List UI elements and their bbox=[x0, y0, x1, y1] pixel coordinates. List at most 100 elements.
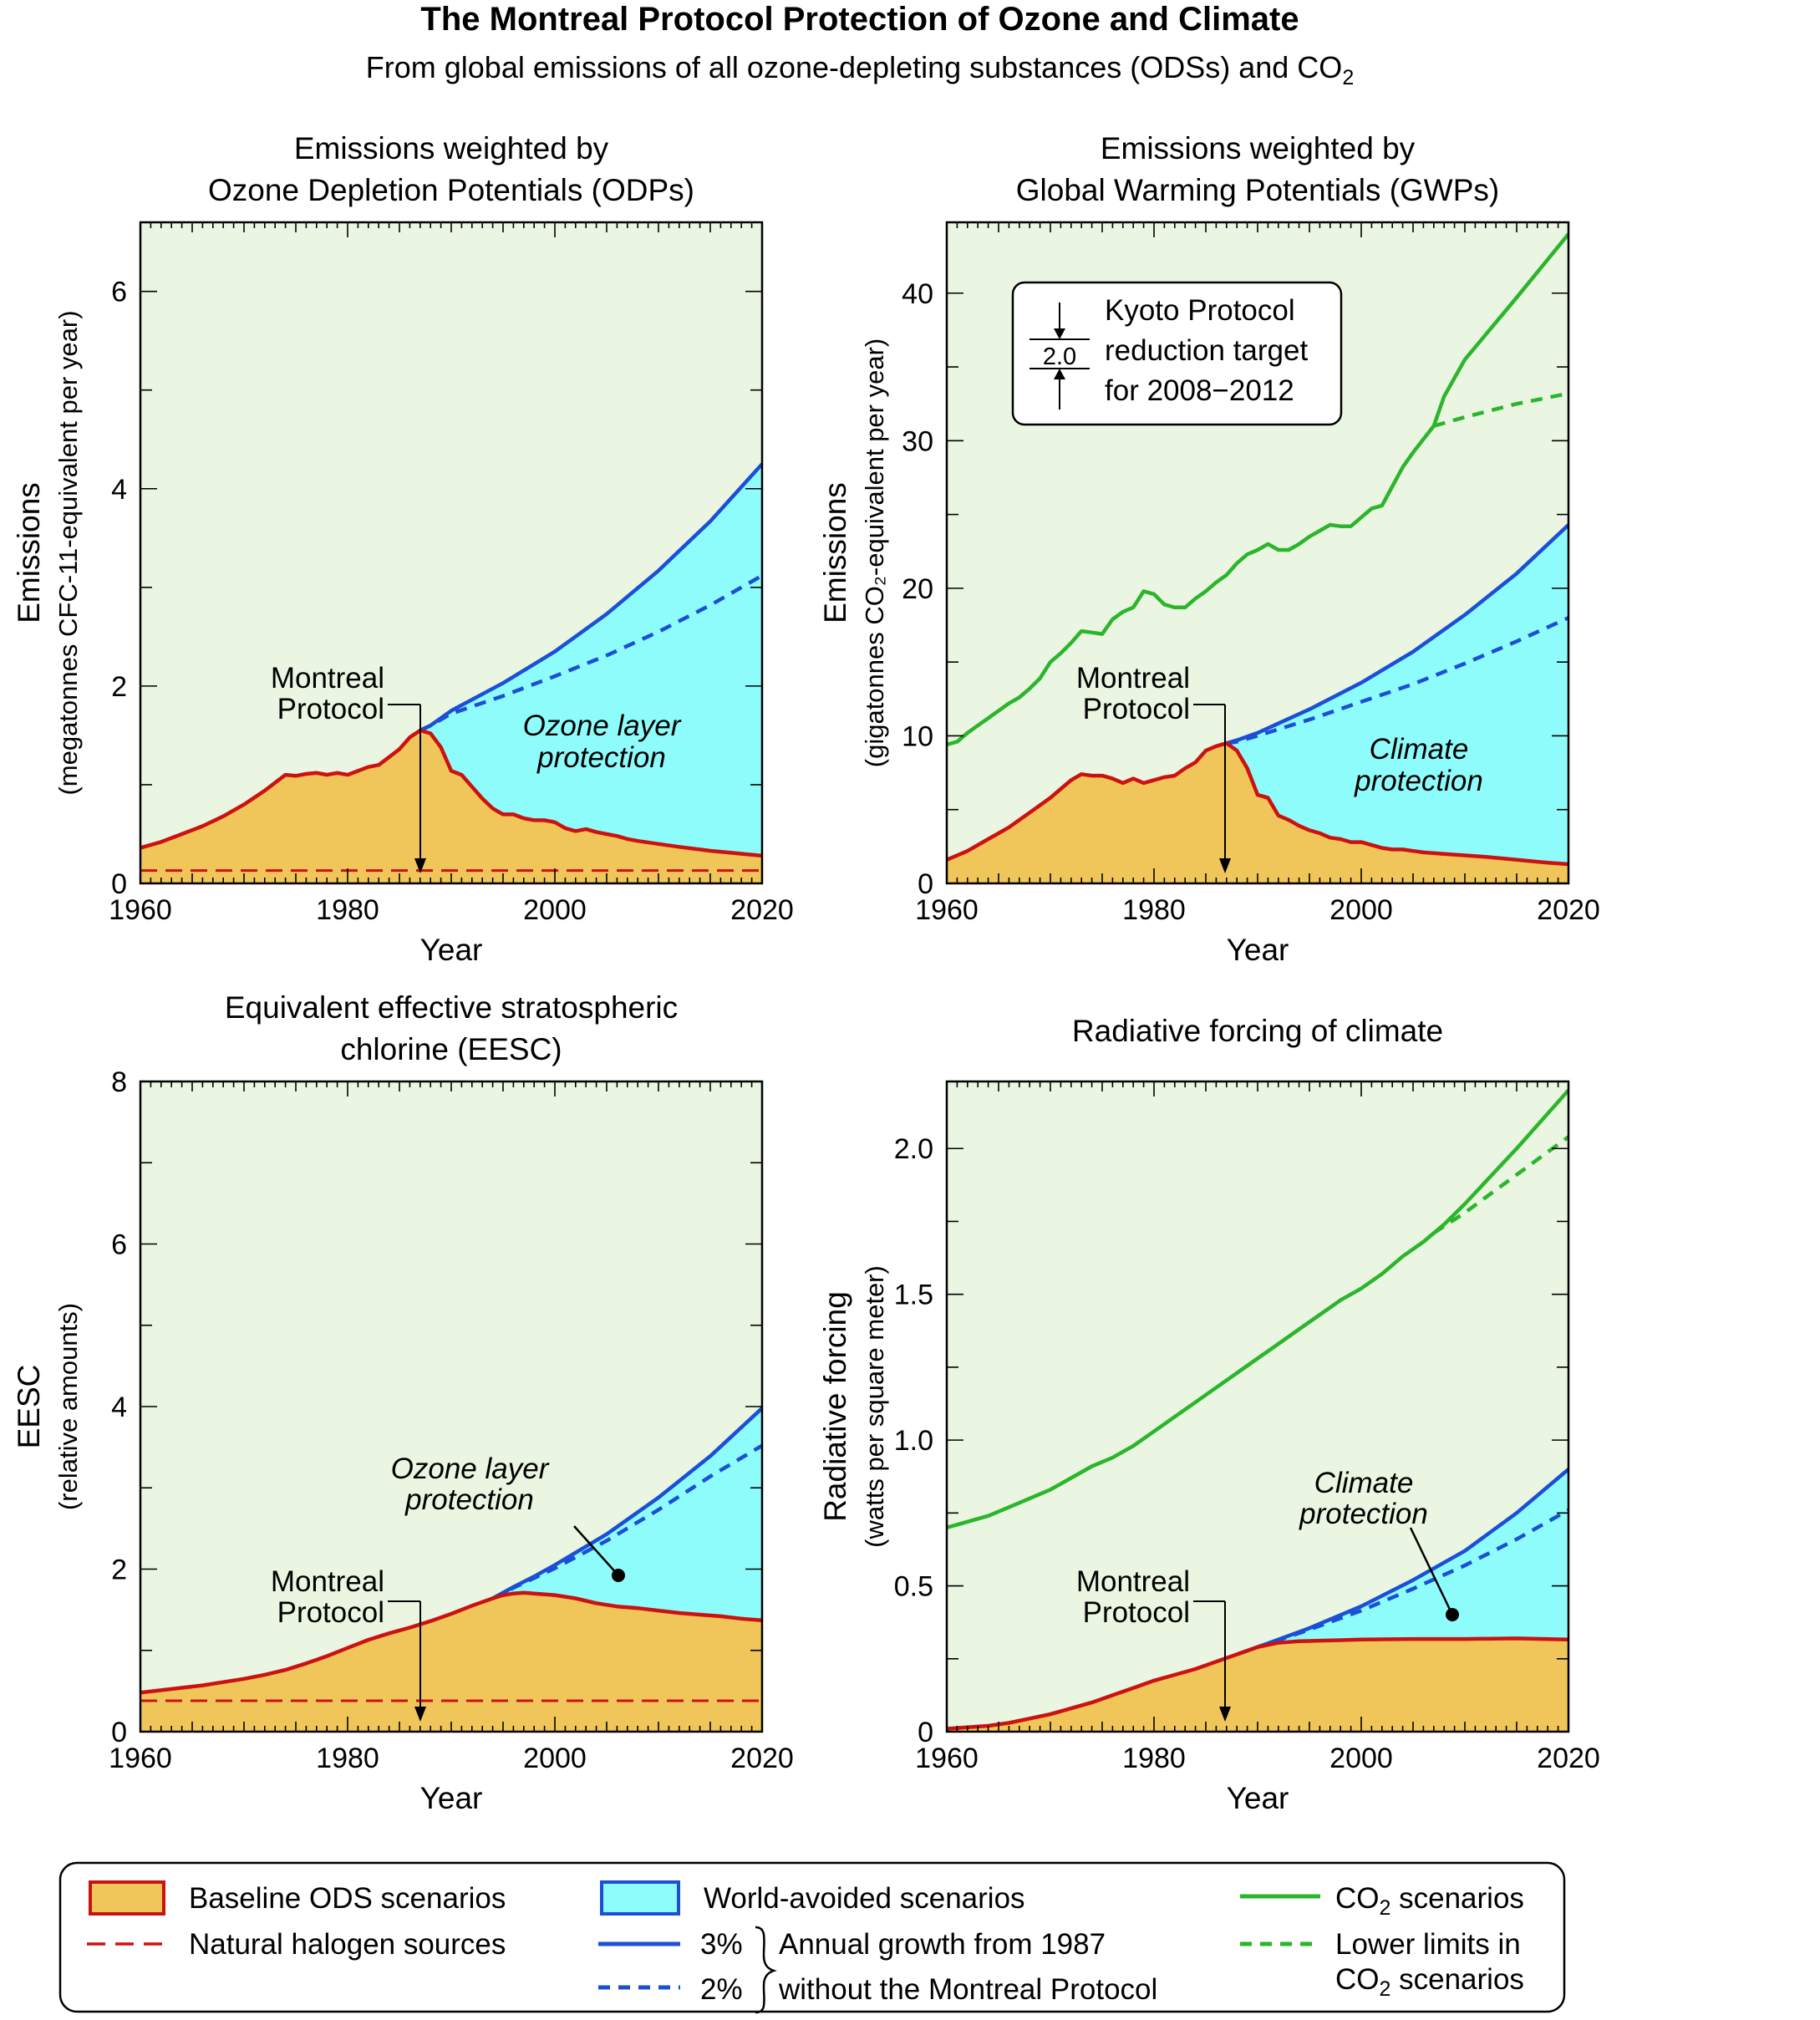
y-tick-label: 2 bbox=[111, 671, 127, 703]
figure-subtitle-main: From global emissions of all ozone-deple… bbox=[366, 50, 1343, 84]
panel-title-line: Radiative forcing of climate bbox=[1072, 1014, 1443, 1048]
plot-area bbox=[140, 1407, 762, 1732]
legend-co2-lower-rest: scenarios bbox=[1390, 1963, 1524, 1996]
y-tick-label: 0 bbox=[918, 1717, 933, 1748]
legend-co2-rest: scenarios bbox=[1390, 1882, 1524, 1915]
x-tick-label: 1960 bbox=[915, 894, 979, 926]
x-tick-label: 2020 bbox=[1537, 1743, 1600, 1774]
y-tick-label: 2.0 bbox=[894, 1133, 933, 1165]
plot-area bbox=[947, 232, 1568, 883]
kyoto-line-2: reduction target bbox=[1105, 334, 1308, 367]
legend-co2-lower-label-2: CO2 scenarios bbox=[1335, 1963, 1524, 2001]
y-tick-label: 1.5 bbox=[894, 1280, 933, 1311]
y-tick-label: 6 bbox=[111, 1229, 127, 1261]
legend-baseline-label: Baseline ODS scenarios bbox=[189, 1882, 506, 1915]
y-axis-label: Emissions bbox=[818, 482, 852, 623]
y-axis-sublabel: (relative amounts) bbox=[53, 1303, 83, 1510]
legend-frame bbox=[58, 1861, 1566, 2013]
legend-co2-lower-main: CO bbox=[1335, 1963, 1380, 1996]
figure-subtitle-sub: 2 bbox=[1342, 66, 1354, 89]
avoided-area bbox=[492, 1407, 762, 1621]
x-tick-label: 2020 bbox=[730, 1743, 794, 1774]
avoided-area bbox=[1226, 525, 1568, 864]
kyoto-value: 2.0 bbox=[1043, 343, 1076, 370]
montreal-arrowhead-icon bbox=[414, 858, 426, 873]
legend-natural-label: Natural halogen sources bbox=[189, 1928, 506, 1961]
y-tick-label: 1.0 bbox=[894, 1425, 933, 1457]
plot-area bbox=[947, 1089, 1568, 1732]
y-axis-label: Radiative forcing bbox=[818, 1291, 852, 1522]
baseline-line bbox=[947, 1636, 1568, 1731]
y-tick-label: 10 bbox=[902, 720, 933, 752]
legend-baseline-swatch bbox=[89, 1880, 165, 1916]
x-tick-label: 2000 bbox=[523, 894, 587, 926]
growth-3pct-line bbox=[1226, 523, 1568, 745]
y-axis-sublabel: (megatonnes CFC-11-equivalent per year) bbox=[53, 310, 83, 795]
kyoto-arrowhead-up-icon bbox=[1054, 369, 1065, 379]
y-tick-label: 20 bbox=[902, 573, 933, 605]
kyoto-line-1: Kyoto Protocol bbox=[1105, 294, 1295, 327]
y-tick-label: 2 bbox=[111, 1554, 127, 1586]
kyoto-arrowhead-down-icon bbox=[1054, 328, 1065, 339]
legend-co2-lower-label-1: Lower limits in bbox=[1335, 1928, 1521, 1961]
y-tick-label: 30 bbox=[902, 425, 933, 457]
panel-title-line: chlorine (EESC) bbox=[340, 1032, 562, 1066]
legend-co2-lower-sub: 2 bbox=[1380, 1977, 1391, 2001]
panel-odp: 1960 1980 2000 2020 0 2 4 6 Emissions weighted b… bbox=[12, 131, 794, 967]
y-tick-label: 0 bbox=[111, 1717, 127, 1748]
y-tick-label: 40 bbox=[902, 278, 933, 310]
montreal-label-line: Montreal bbox=[1076, 1565, 1190, 1598]
baseline-area bbox=[947, 743, 1568, 883]
y-axis-label: Emissions bbox=[12, 482, 46, 623]
x-tick-label: 1960 bbox=[915, 1743, 979, 1774]
growth-2pct-line bbox=[419, 573, 762, 733]
x-axis-label: Year bbox=[1227, 933, 1289, 967]
y-axis-sublabel: (watts per square meter) bbox=[860, 1265, 889, 1548]
montreal-arrowhead-icon bbox=[1219, 858, 1231, 873]
protection-label-line: protection bbox=[1299, 1498, 1428, 1530]
panel-title-line: Emissions weighted by bbox=[1101, 131, 1416, 165]
protection-label-line: protection bbox=[404, 1483, 534, 1516]
montreal-label-line: Montreal bbox=[271, 662, 384, 695]
x-axis-label: Year bbox=[1227, 1781, 1289, 1815]
baseline-area bbox=[947, 1638, 1568, 1732]
y-tick-label: 4 bbox=[111, 474, 127, 506]
y-tick-label: 4 bbox=[111, 1392, 127, 1423]
legend: Baseline ODS scenarios Natural halogen s… bbox=[58, 1861, 1566, 2014]
protection-label-line: Climate bbox=[1370, 733, 1469, 766]
x-tick-label: 2000 bbox=[1329, 1743, 1393, 1774]
baseline-line bbox=[140, 1590, 762, 1695]
baseline-area bbox=[140, 730, 762, 883]
y-tick-label: 0 bbox=[111, 868, 127, 900]
plot-area bbox=[140, 462, 762, 883]
montreal-label-line: Protocol bbox=[277, 693, 384, 725]
legend-avoided-swatch bbox=[600, 1880, 680, 1916]
legend-brace-icon bbox=[755, 1926, 777, 2014]
baseline-line bbox=[140, 728, 762, 858]
montreal-label-line: Montreal bbox=[271, 1565, 384, 1598]
legend-growth-line-2: without the Montreal Protocol bbox=[778, 1973, 1157, 2006]
montreal-label-line: Protocol bbox=[1083, 693, 1190, 725]
protection-label-line: protection bbox=[1354, 765, 1483, 797]
legend-3pct-label: 3% bbox=[700, 1928, 743, 1961]
panel-gwp: 1960 1980 2000 2020 0 10 20 30 40 Emissions weigh… bbox=[818, 131, 1600, 967]
x-tick-label: 1980 bbox=[316, 894, 379, 926]
y-axis-label: EESC bbox=[12, 1365, 46, 1449]
x-tick-label: 1980 bbox=[1122, 894, 1186, 926]
avoided-area bbox=[1237, 1469, 1568, 1655]
co2-line bbox=[947, 232, 1568, 747]
y-tick-label: 8 bbox=[111, 1066, 127, 1098]
panel-title-line: Emissions weighted by bbox=[294, 131, 609, 165]
x-tick-label: 1960 bbox=[109, 1743, 172, 1774]
legend-growth-line-1: Annual growth from 1987 bbox=[779, 1928, 1106, 1961]
kyoto-box: 2.0 Kyoto Protocol reduction target for … bbox=[1011, 281, 1343, 426]
co2-line bbox=[947, 1089, 1568, 1529]
growth-2pct-line bbox=[1226, 616, 1568, 745]
x-tick-label: 1980 bbox=[1122, 1743, 1186, 1774]
montreal-arrowhead-icon bbox=[1219, 1707, 1231, 1722]
x-tick-label: 2000 bbox=[523, 1743, 587, 1774]
x-axis-label: Year bbox=[420, 1781, 483, 1815]
montreal-label-line: Protocol bbox=[1083, 1596, 1190, 1629]
